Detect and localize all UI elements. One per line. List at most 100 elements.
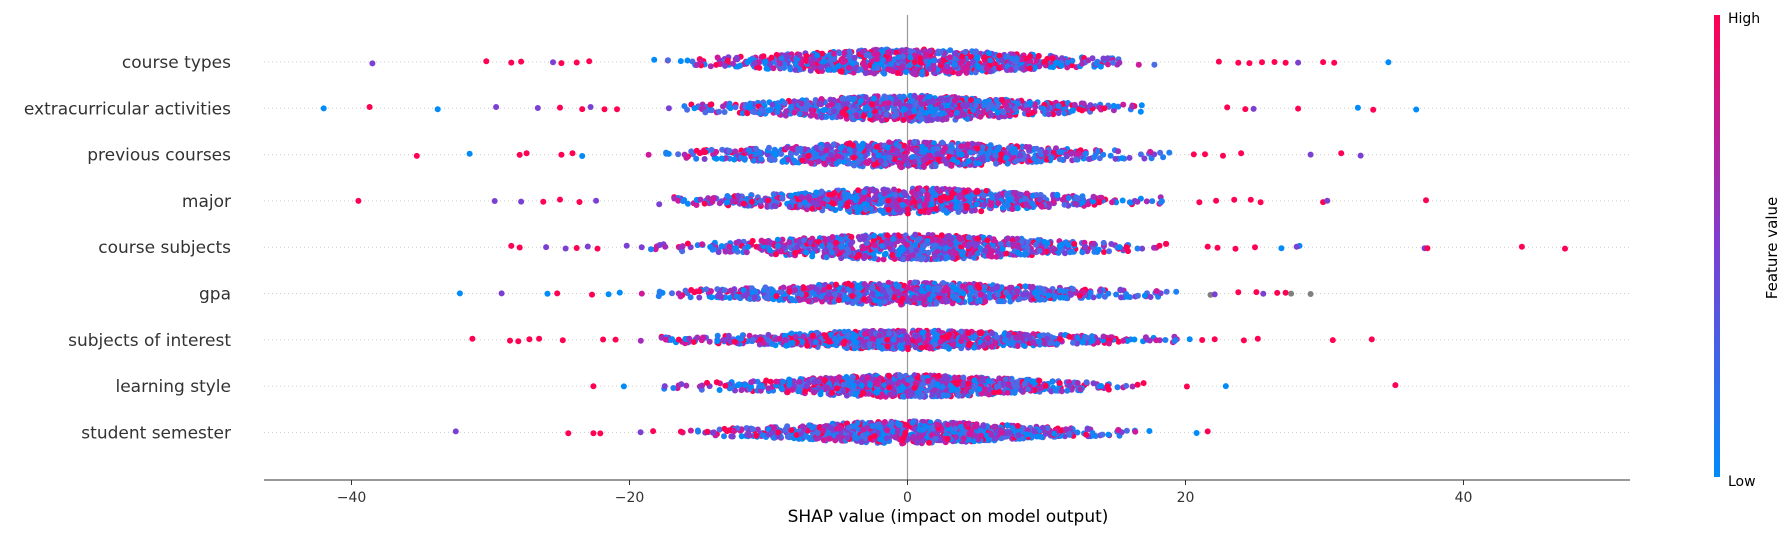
shap-point: [874, 65, 881, 72]
shap-point: [1108, 241, 1115, 247]
shap-point: [953, 109, 960, 116]
shap-point: [1129, 103, 1136, 110]
shap-point: [1160, 154, 1167, 161]
shap-point: [1029, 248, 1036, 255]
shap-point: [967, 97, 974, 103]
shap-point: [970, 106, 977, 113]
shap-point: [968, 207, 975, 214]
shap-point: [699, 241, 706, 248]
shap-point: [794, 244, 801, 251]
shap-point: [986, 147, 993, 154]
shap-point: [962, 188, 969, 195]
shap-point: [862, 252, 869, 259]
shap-point: [824, 196, 831, 203]
shap-point: [434, 106, 441, 113]
shap-point: [1163, 240, 1170, 247]
shap-point: [768, 54, 775, 61]
shap-point: [1202, 151, 1208, 158]
shap-point: [905, 255, 912, 262]
shap-point: [839, 55, 846, 62]
shap-point: [946, 54, 953, 61]
shap-point: [663, 150, 670, 157]
shap-point: [1029, 109, 1036, 116]
shap-point: [873, 113, 880, 119]
shap-point: [702, 109, 709, 116]
shap-point: [1026, 144, 1033, 151]
shap-point: [818, 114, 825, 121]
shap-point: [1055, 110, 1062, 117]
shap-point: [822, 237, 829, 244]
shap-point: [964, 102, 971, 108]
shap-point: [847, 241, 854, 248]
shap-point: [885, 197, 892, 204]
shap-point: [936, 111, 943, 118]
shap-point: [786, 239, 793, 246]
shap-point: [1091, 240, 1097, 247]
shap-point: [944, 254, 951, 261]
shap-point: [972, 49, 979, 56]
shap-point: [651, 56, 658, 63]
shap-point: [828, 249, 835, 256]
shap-point: [911, 92, 918, 99]
shap-point: [889, 147, 896, 153]
shap-point: [1085, 57, 1092, 64]
shap-point: [739, 110, 746, 117]
shap-point: [903, 192, 910, 199]
shap-point: [718, 155, 725, 162]
shap-point: [836, 50, 843, 57]
shap-point: [927, 47, 934, 54]
shap-point: [1147, 148, 1154, 155]
shap-point: [973, 189, 980, 195]
shap-point: [1156, 242, 1163, 249]
shap-point: [1134, 245, 1141, 252]
shap-point: [1064, 59, 1071, 66]
shap-point: [691, 105, 698, 112]
shap-point: [688, 148, 695, 155]
shap-point: [656, 201, 663, 208]
shap-point: [844, 203, 851, 210]
shap-point: [894, 70, 901, 76]
shap-point: [948, 162, 955, 169]
shap-point: [777, 60, 783, 67]
shap-point: [798, 194, 805, 201]
shap-point: [794, 146, 801, 152]
shap-point: [788, 104, 795, 110]
shap-point: [803, 57, 810, 64]
shap-point: [863, 240, 870, 247]
shap-point: [893, 110, 900, 116]
shap-point: [862, 233, 868, 240]
shap-point: [947, 47, 954, 54]
shap-point: [1069, 57, 1076, 64]
shap-point: [948, 248, 955, 255]
shap-point: [920, 157, 927, 164]
shap-point: [740, 200, 747, 207]
shap-point: [683, 154, 690, 161]
shap-point: [1050, 111, 1057, 118]
shap-point: [855, 158, 862, 165]
shap-point: [917, 59, 924, 66]
shap-point: [1068, 62, 1075, 69]
shap-point: [831, 50, 838, 57]
shap-point: [917, 94, 924, 101]
shap-point: [896, 143, 903, 149]
shap-point: [1357, 152, 1364, 159]
shap-point: [838, 244, 845, 250]
shap-point: [750, 157, 757, 164]
shap-point: [748, 198, 755, 205]
shap-point: [998, 57, 1005, 64]
shap-point: [867, 112, 873, 118]
shap-point: [938, 232, 945, 239]
shap-point: [1006, 196, 1013, 203]
shap-point: [837, 68, 844, 75]
shap-point: [900, 53, 906, 60]
shap-point: [848, 114, 855, 120]
shap-point: [938, 104, 944, 111]
shap-point: [745, 104, 752, 111]
shap-point: [523, 150, 530, 157]
shap-point: [1119, 155, 1126, 162]
shap-point: [983, 65, 990, 72]
shap-point: [958, 143, 965, 150]
shap-point: [996, 64, 1003, 71]
shap-point: [1215, 58, 1222, 65]
